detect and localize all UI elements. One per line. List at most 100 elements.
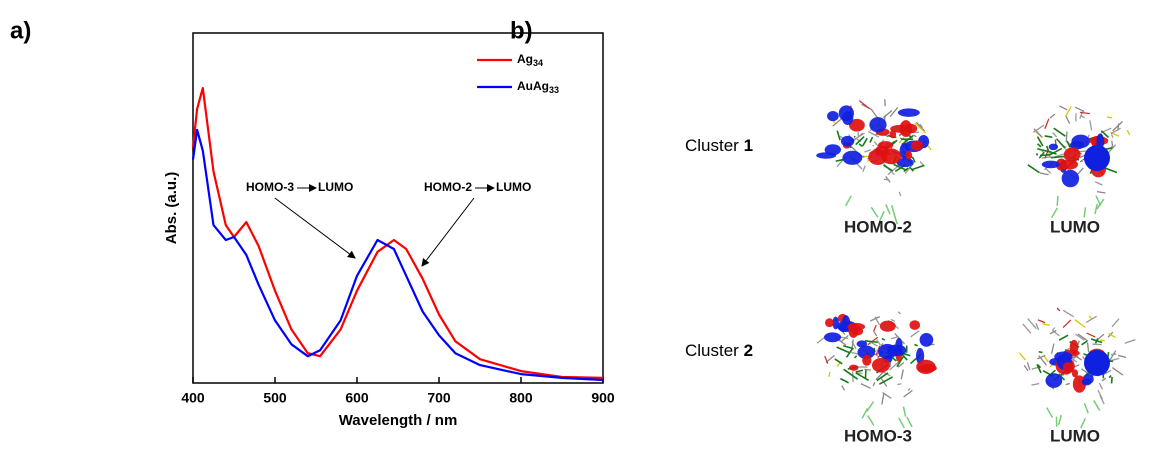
bond [855,356,857,358]
bond [1084,403,1088,413]
row-label-number: 1 [744,136,753,155]
bond [1084,207,1085,217]
bond [837,347,851,353]
orbital-lobe [1062,170,1079,187]
orbital-lobe [825,318,834,327]
bond [863,166,866,172]
bond [846,196,852,206]
bond [856,370,863,372]
orbital-lobe [857,340,868,347]
orbital-lobe [872,358,890,373]
orbital-lobe [816,152,836,159]
orbital-lobe [909,320,920,330]
annotation-arrow [275,198,355,258]
orbital-lobe [878,141,893,149]
bond [1107,117,1112,118]
orbital-label: HOMO-2 [844,217,912,236]
orbital-image [817,312,937,428]
bond [1052,344,1054,354]
orbital-lobe [1084,145,1110,171]
orbital-lobe [824,332,841,342]
bond [1098,390,1103,399]
annotation-arrow [422,198,474,266]
bond [1060,106,1068,110]
bond [1075,107,1084,111]
bond [1023,324,1031,333]
orbital-lobe [847,323,865,331]
bond [911,165,924,169]
bond [1045,119,1049,129]
bond [1077,168,1083,175]
bond [1112,319,1119,327]
bond [865,150,871,152]
bond [1033,125,1044,132]
bond [891,319,895,321]
orbital-label: LUMO [1050,217,1100,236]
orbital-lobe [839,324,848,332]
bond [1095,182,1102,185]
bond [1028,319,1037,329]
orbital-label: HOMO-3 [844,426,912,445]
annotation-from: HOMO-3 [246,180,294,194]
bond [1041,157,1051,158]
orbital-lobe [841,136,854,147]
orbital-lobe [898,108,920,116]
bond [1102,378,1106,381]
bond [1109,376,1111,378]
bond [882,339,885,340]
bond [884,165,893,171]
bond [911,331,920,337]
bond [1052,327,1054,330]
bond [842,386,845,391]
bond [1112,377,1113,384]
bond [1095,338,1097,343]
orbital-lobe [842,111,853,125]
orbital-lobe [1082,378,1092,385]
y-axis-label: Abs. (a.u.) [163,172,180,245]
bond [1053,132,1057,137]
bond [901,369,903,379]
bond [1066,116,1070,124]
bond [868,415,874,425]
bond [1075,356,1082,361]
bond [1082,341,1087,345]
row-label-text: Cluster [685,136,739,155]
bond [1028,165,1040,173]
bond [904,390,913,397]
row-label-number: 2 [744,341,753,360]
bond [871,207,878,217]
bond [1066,384,1070,385]
bond [1118,355,1126,357]
bond [1078,341,1079,345]
bond [1057,308,1060,311]
annotation-from: HOMO-2 [424,180,472,194]
x-axis-label: Wavelength / nm [339,412,458,429]
bond [1066,106,1072,116]
bond [1057,196,1058,206]
bond [840,379,848,383]
bond [837,131,840,141]
bond [854,136,855,137]
bond [897,384,901,385]
orbital-lobe [1045,373,1062,388]
orbital-lobe [1070,340,1079,354]
bond [913,135,916,137]
bond [870,137,872,142]
bond [886,204,890,214]
bond [1088,343,1089,352]
orbital-lobe [920,333,934,347]
bond [861,384,871,389]
orbital-lobe [842,151,862,165]
bond [903,407,905,417]
row-label-text: Cluster [685,341,739,360]
legend-label: Ag34 [517,52,543,68]
bond [1036,323,1039,330]
x-tick-label: 800 [509,390,533,406]
bond [1027,362,1029,370]
bond [1066,131,1067,142]
bond [1040,173,1049,175]
bond [1104,168,1116,173]
bond [859,144,862,147]
orbital-lobe [880,321,896,332]
